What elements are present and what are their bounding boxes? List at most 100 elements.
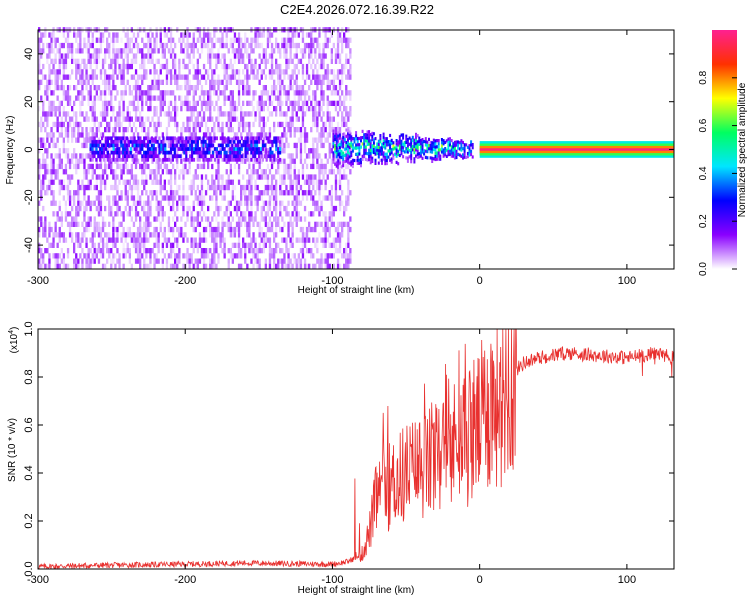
- heatmap-cell: [248, 143, 251, 148]
- heatmap-cell: [83, 211, 86, 217]
- heatmap-cell: [169, 147, 173, 151]
- heatmap-cell: [46, 132, 49, 138]
- heatmap-cell: [202, 95, 206, 101]
- heatmap-cell: [44, 163, 47, 170]
- heatmap-cell: [44, 158, 47, 164]
- heatmap-cell: [189, 147, 192, 151]
- heatmap-cell: [275, 136, 278, 141]
- heatmap-cell: [134, 106, 138, 112]
- heatmap-cell: [221, 237, 224, 243]
- heatmap-cell: [244, 127, 247, 133]
- heatmap-cell: [424, 140, 427, 144]
- heatmap-cell: [54, 79, 57, 85]
- heatmap-cell: [85, 127, 88, 133]
- heatmap-cell: [126, 195, 129, 201]
- heatmap-cell: [262, 116, 265, 122]
- heatmap-cell: [318, 48, 321, 54]
- heatmap-cell: [305, 132, 309, 138]
- heatmap-cell: [118, 136, 121, 141]
- heatmap-cell: [184, 63, 187, 70]
- heatmap-cell: [108, 85, 111, 91]
- heatmap-cell: [137, 139, 140, 144]
- heatmap-cell: [122, 116, 125, 122]
- heatmap-cell: [334, 106, 338, 112]
- heatmap-cell: [213, 69, 216, 75]
- heatmap-cell: [244, 200, 247, 206]
- heatmap-cell: [149, 263, 152, 269]
- heatmap-cell: [87, 100, 90, 106]
- heatmap-cell: [110, 237, 113, 243]
- heatmap-cell: [229, 127, 232, 133]
- heatmap-cell: [134, 184, 138, 191]
- heatmap-cell: [101, 147, 104, 151]
- snr-x-label: Height of straight line (km): [298, 585, 415, 596]
- heatmap-cell: [260, 211, 263, 217]
- heatmap-cell: [75, 95, 78, 101]
- heatmap-cell: [95, 163, 98, 170]
- heatmap-cell: [169, 195, 173, 201]
- heatmap-cell: [93, 85, 96, 91]
- heatmap-cell: [122, 136, 125, 141]
- heatmap-cell: [163, 184, 166, 191]
- heatmap-cell: [221, 157, 224, 162]
- heatmap-cell: [91, 69, 94, 75]
- colorbar-label: Normalized spectral amplitude: [737, 82, 748, 217]
- heatmap-cell: [297, 85, 300, 91]
- heatmap-cell: [316, 179, 319, 185]
- heatmap-cell: [131, 154, 134, 159]
- heatmap-cell: [204, 139, 207, 144]
- heatmap-cell: [122, 216, 125, 222]
- heatmap-cell: [75, 58, 78, 64]
- heatmap-cell: [340, 152, 343, 156]
- heatmap-cell: [200, 154, 203, 159]
- heatmap-cell: [305, 32, 309, 38]
- heatmap-cell: [237, 121, 241, 128]
- heatmap-cell: [124, 154, 127, 159]
- heatmap-cell: [112, 37, 115, 43]
- heatmap-cell: [223, 248, 226, 254]
- heatmap-cell: [91, 157, 94, 162]
- heatmap-cell: [341, 63, 344, 70]
- heatmap-cell: [221, 42, 224, 49]
- heatmap-cell: [266, 32, 270, 38]
- heatmap-cell: [215, 116, 218, 122]
- heatmap-cell: [79, 90, 82, 96]
- heatmap-cell: [40, 190, 43, 196]
- heatmap-cell: [279, 121, 282, 128]
- heatmap-cell: [349, 63, 352, 70]
- heatmap-cell: [229, 90, 232, 96]
- heatmap-cell: [215, 174, 218, 180]
- heatmap-cell: [428, 147, 430, 151]
- heatmap-cell: [242, 85, 245, 91]
- heatmap-cell: [66, 174, 70, 180]
- heatmap-cell: [202, 116, 206, 122]
- heatmap-cell: [314, 116, 317, 122]
- heatmap-cell: [108, 154, 111, 159]
- heatmap-cell: [436, 151, 439, 155]
- heatmap-cell: [330, 121, 333, 128]
- heatmap-cell: [270, 211, 274, 217]
- heatmap-cell: [349, 148, 352, 154]
- heatmap-cell: [38, 248, 41, 254]
- heatmap-cell: [71, 195, 74, 201]
- heatmap-cell: [310, 148, 313, 154]
- heatmap-cell: [457, 146, 460, 150]
- heatmap-cell: [104, 154, 107, 159]
- heatmap-cell: [256, 263, 259, 269]
- heatmap-cell: [127, 150, 130, 155]
- heatmap-cell: [416, 143, 419, 147]
- heatmap-cell: [345, 248, 348, 254]
- heatmap-cell: [157, 85, 160, 91]
- heatmap-cell: [431, 150, 434, 154]
- heatmap-cell: [133, 136, 136, 141]
- heatmap-cell: [347, 258, 350, 264]
- heatmap-cell: [141, 90, 144, 96]
- heatmap-cell: [223, 139, 226, 144]
- heatmap-cell: [153, 127, 156, 133]
- heatmap-cell: [64, 127, 68, 133]
- heatmap-cell: [198, 79, 202, 85]
- heatmap-cell: [356, 155, 359, 159]
- heatmap-cell: [293, 163, 296, 170]
- heatmap-cell: [64, 211, 68, 217]
